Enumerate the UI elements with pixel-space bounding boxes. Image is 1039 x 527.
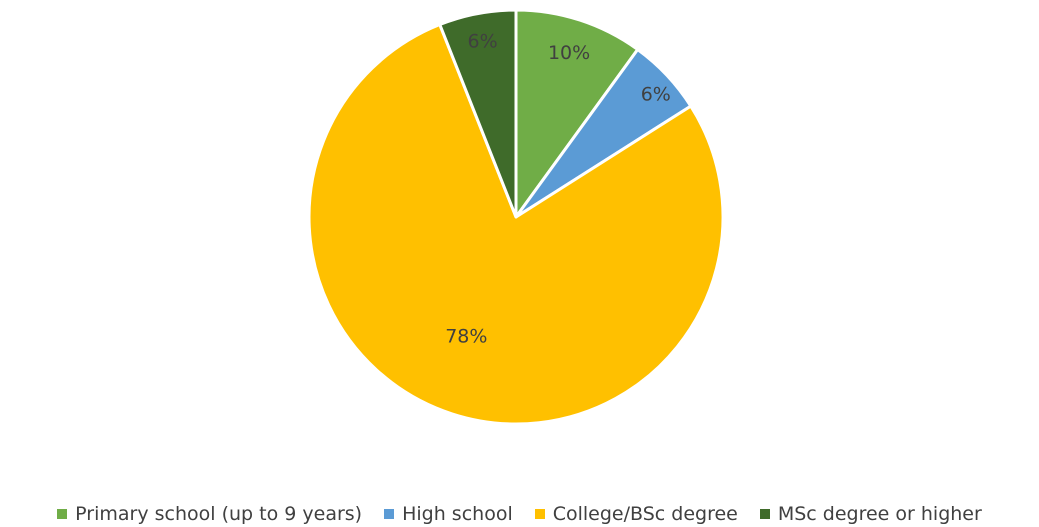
legend-label: College/BSc degree — [552, 502, 738, 525]
pie-data-label: 6% — [641, 84, 671, 106]
legend-item-college-bsc: College/BSc degree — [534, 502, 738, 525]
chart-legend: Primary school (up to 9 years) High scho… — [0, 500, 1039, 527]
legend-label: Primary school (up to 9 years) — [75, 502, 363, 525]
pie-data-label: 10% — [548, 42, 590, 64]
legend-item-primary-school: Primary school (up to 9 years) — [57, 503, 362, 525]
pie-slice — [438, 8, 518, 219]
legend-swatch — [384, 508, 395, 519]
legend-swatch — [57, 508, 68, 519]
pie-data-label: 6% — [468, 31, 498, 53]
legend-label: MSc degree or higher — [777, 502, 982, 525]
legend-label: High school — [402, 502, 513, 525]
pie-slices — [307, 8, 725, 426]
pie-slice — [514, 8, 640, 219]
legend-swatch — [759, 508, 770, 519]
legend-item-msc-or-higher: MSc degree or higher — [759, 502, 982, 525]
pie-data-label: 78% — [445, 326, 487, 348]
pie-data-labels: 10% 6% 78% 6% — [445, 31, 671, 348]
legend-swatch — [534, 508, 545, 519]
pie-slice — [307, 23, 725, 426]
legend-item-high-school: High school — [384, 503, 513, 525]
